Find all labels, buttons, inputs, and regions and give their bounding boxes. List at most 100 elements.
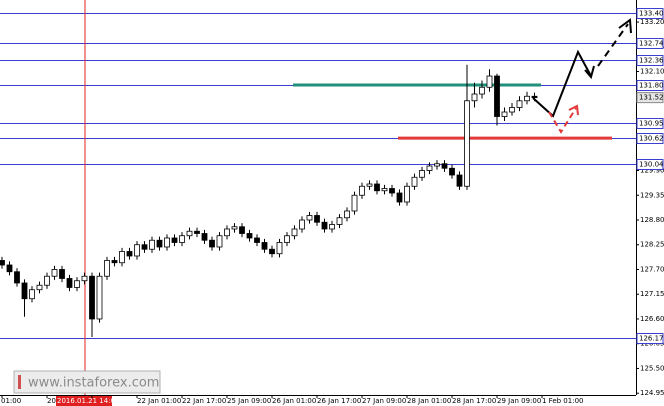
candle-body [21,282,28,300]
x-tick-label: 1 Feb 01:00 [542,397,583,405]
x-tick-label: 2016.01.21 14:00 [57,397,119,405]
candle-body [426,165,433,171]
candle-body [134,244,140,257]
candle-body [306,215,313,221]
candle-body [254,237,260,243]
candle-body [404,185,410,203]
candle-body [449,167,455,176]
candle-body [494,75,500,117]
x-tick-label: 26 Jan 01:00 [272,397,316,405]
candle-body [186,230,193,237]
candle-body [149,239,155,250]
candle-body [51,269,58,277]
candle-body [209,239,215,248]
plot-layer [0,0,636,395]
x-tick-label: 26 Jan 17:00 [317,397,361,405]
candle-body [164,237,170,248]
candle-body [141,244,148,250]
level-label-box [636,118,664,129]
candle-body [224,228,230,237]
level-label: 130.04 [639,161,664,169]
candle-body [509,107,515,113]
candle-body [14,271,20,284]
candle-body [81,275,88,282]
y-tick-label: 129.35 [640,191,664,199]
level-label: 126.17 [639,335,664,343]
x-tick-label: 01:00 [1,397,21,405]
level-label-box [636,133,664,144]
level-label-box [636,333,664,344]
alt-forecast [548,107,577,134]
y-tick-label: 125.50 [640,364,664,372]
level-label: 132.36 [639,57,664,65]
candle-body [359,185,365,196]
x-tick-label: 22 Jan 01:00 [137,397,181,405]
level-label: 130.62 [639,135,664,143]
crosshair-label-box [56,396,112,406]
candle-body [381,188,388,192]
candle-body [276,242,283,255]
candle-body [299,219,305,230]
candle-body [351,194,358,212]
x-tick-label: 28 Jan 17:00 [452,397,496,405]
level-label: 133.40 [639,10,664,18]
candle-body [471,93,478,102]
candle-body [194,230,200,234]
candle-body [179,235,185,243]
alt-arrowhead [568,104,579,116]
candle-body [29,289,35,300]
y-tick-label: 129.90 [640,167,664,175]
y-tick-label: 126.60 [640,315,664,323]
watermark-box [13,370,161,394]
candle-body [336,217,343,225]
candle-body [501,111,508,117]
level-label-box [636,8,664,19]
candle-body [74,280,80,288]
forecast-path [532,49,592,118]
x-tick-label: 25 Jan 09:00 [227,397,271,405]
candle-body [464,100,470,187]
candle-body [156,239,163,248]
candle-body [36,284,43,291]
candle-body [366,183,373,187]
candle-body [59,269,65,279]
forecast-dashed [597,23,629,67]
candle-body [344,210,350,219]
candle-body [479,86,485,95]
y-tick-label: 127.15 [640,290,664,298]
y-tick-label: 127.70 [640,265,664,273]
forecast-arrowhead [584,65,595,80]
watermark: www.instaforex.com [13,370,161,394]
candle-body [531,95,538,99]
candle-body [291,228,298,237]
candle-body [216,235,223,248]
level-label: 131.80 [639,82,664,90]
candle-body [516,100,523,108]
y-tick-label: 132.10 [640,68,664,76]
candle-body [201,233,208,241]
candle-body [396,192,403,203]
candle-body [66,278,73,288]
candle-body [524,95,530,102]
candle-body [419,170,425,178]
level-label-box [636,55,664,66]
forecast [532,18,632,134]
candle-body [389,188,395,194]
candle-body [246,233,253,239]
price-label-box [636,92,664,104]
level-label: 130.95 [639,120,664,128]
candle-body [441,163,448,169]
level-label-box [636,159,664,170]
watermark-text: www.instaforex.com [28,376,159,391]
candle-body [321,221,328,230]
candle-body [231,226,238,230]
candle-body [96,275,103,320]
y-tick-label: 124.95 [640,389,664,397]
candle-body [111,260,118,264]
candle-body [314,215,320,223]
x-tick-label: 22 Jan 17:00 [182,397,226,405]
candle-body [411,176,418,187]
y-tick-label: 128.25 [640,241,664,249]
